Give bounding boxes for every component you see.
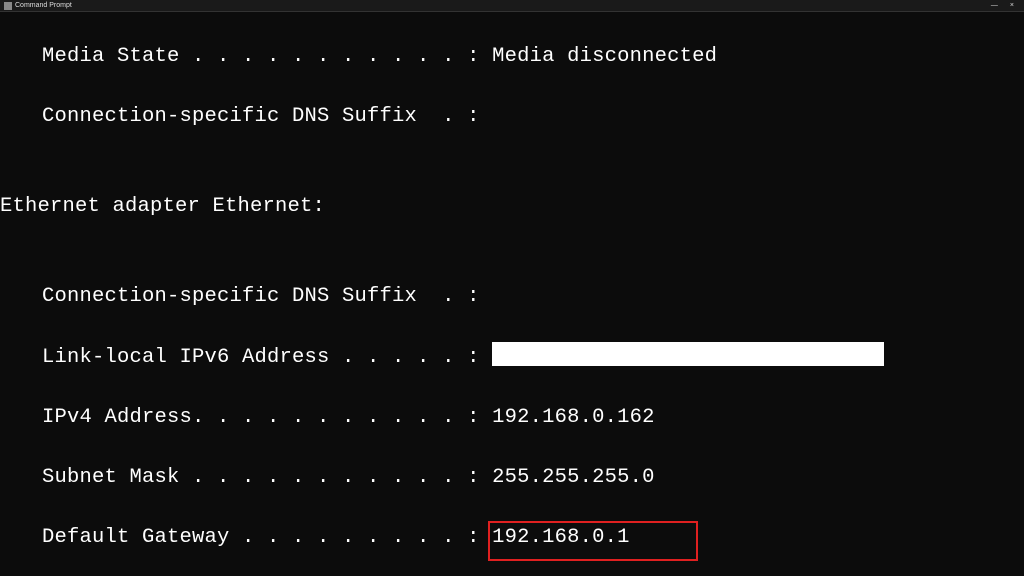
gateway-label: Default Gateway . . . . . . . . . : (42, 526, 492, 549)
terminal-output[interactable]: Media State . . . . . . . . . . . : Medi… (0, 12, 1024, 576)
redacted-ipv6-address (492, 342, 884, 366)
output-line: Media State . . . . . . . . . . . : Medi… (0, 42, 1024, 72)
window-title: Command Prompt (15, 2, 985, 9)
ipv6-label: Link-local IPv6 Address . . . . . : (42, 346, 492, 369)
cmd-icon (4, 2, 12, 10)
output-line-subnet: Subnet Mask . . . . . . . . . . . : 255.… (0, 463, 1024, 493)
gateway-value-wrap: 192.168.0.1 (492, 523, 630, 553)
gateway-value: 192.168.0.1 (492, 526, 630, 549)
output-line-ipv4: IPv4 Address. . . . . . . . . . . : 192.… (0, 403, 1024, 433)
output-line-ipv6: Link-local IPv6 Address . . . . . : (0, 342, 1024, 373)
output-line: Connection-specific DNS Suffix . : (0, 282, 1024, 312)
output-line: Connection-specific DNS Suffix . : (0, 102, 1024, 132)
output-line-gateway: Default Gateway . . . . . . . . . : 192.… (0, 523, 1024, 553)
minimize-button[interactable]: — (985, 2, 1004, 9)
window-titlebar: Command Prompt — × (0, 0, 1024, 12)
adapter-header-ethernet: Ethernet adapter Ethernet: (0, 192, 1024, 222)
close-button[interactable]: × (1004, 2, 1020, 9)
